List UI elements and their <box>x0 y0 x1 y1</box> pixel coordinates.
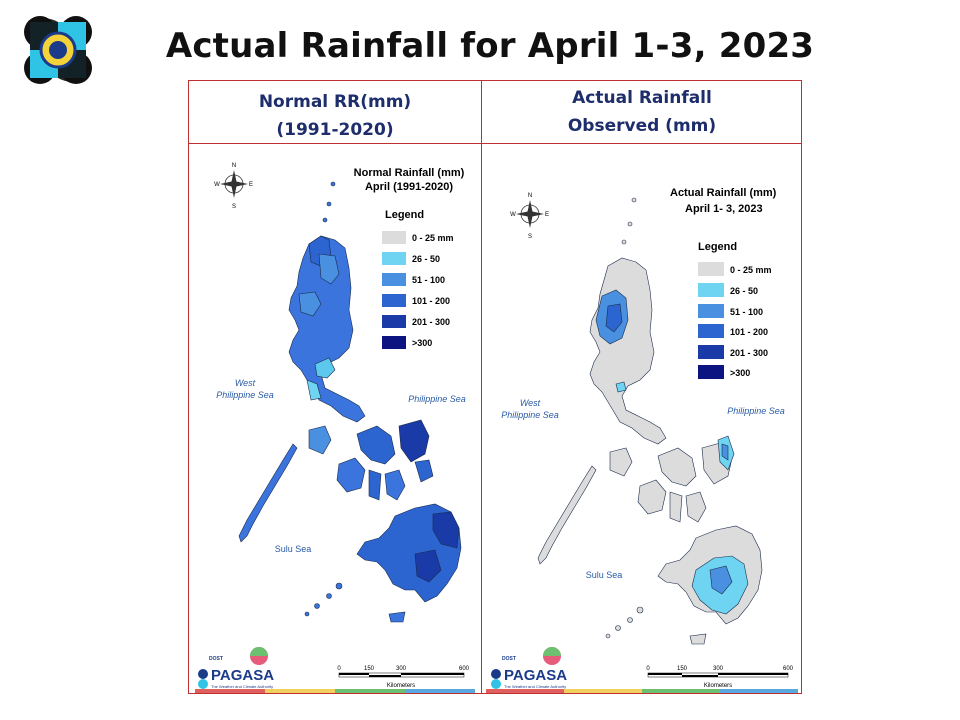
scale-tick: 600 <box>783 666 794 672</box>
west-sea-label-line1: West <box>520 398 541 408</box>
philippines-map-normal <box>238 181 462 623</box>
scale-tick: 150 <box>364 666 375 672</box>
right-header-line1: Actual Rainfall <box>572 88 712 108</box>
map-title-line2: April 1- 3, 2023 <box>685 203 763 215</box>
legend-label: 201 - 300 <box>730 348 768 358</box>
bottom-color-bar <box>195 689 475 693</box>
legend-label: >300 <box>730 368 750 378</box>
legend-label: 51 - 100 <box>412 275 445 285</box>
map-title-line2: April (1991-2020) <box>365 181 453 193</box>
map-title-line1: Normal Rainfall (mm) <box>354 167 465 179</box>
legend-label: 51 - 100 <box>730 307 763 317</box>
scale-tick: 300 <box>713 666 724 672</box>
brand-text: PAGASA <box>211 667 274 684</box>
legend-swatch <box>382 231 406 244</box>
legend-swatch <box>382 315 406 328</box>
right-header-line2: Observed (mm) <box>567 116 717 136</box>
legend-swatch <box>382 336 406 349</box>
compass-west-label: W <box>510 212 516 218</box>
scale-unit-label: Kilometers <box>704 683 732 689</box>
normal-rainfall-map: N S E W Normal Rainfall (mm) April (1991… <box>195 163 475 693</box>
scale-tick: 300 <box>396 666 407 672</box>
compass-north-label: N <box>232 163 236 169</box>
legend-swatch <box>382 273 406 286</box>
brand-small-text: DOST <box>209 656 223 662</box>
left-header-line2: (1991-2020) <box>276 120 394 140</box>
compass-north-label: N <box>528 193 532 199</box>
legend-title: Legend <box>698 241 737 253</box>
legend-label: >300 <box>412 338 432 348</box>
pagasa-seal-logo-icon <box>24 16 92 84</box>
legend-swatch <box>382 294 406 307</box>
bottom-color-bar <box>486 689 798 693</box>
west-sea-label-line1: West <box>235 378 256 388</box>
scale-unit-label: Kilometers <box>387 683 415 689</box>
frame-divider-vertical <box>481 80 482 694</box>
legend-label: 26 - 50 <box>412 254 440 264</box>
compass-rose-icon: N S E W <box>214 163 253 210</box>
philippines-map-actual <box>537 197 763 645</box>
scale-tick: 150 <box>677 666 688 672</box>
page-title: Actual Rainfall for April 1-3, 2023 <box>165 26 815 66</box>
compass-east-label: E <box>545 212 549 218</box>
brand-tagline: The Weather and Climate Authority <box>211 684 273 689</box>
pagasa-brand-logo-icon: DOST PAGASA The Weather and Climate Auth… <box>491 647 567 689</box>
legend-swatch <box>698 283 724 297</box>
east-sea-label: Philippine Sea <box>408 394 466 404</box>
scale-tick: 600 <box>459 666 470 672</box>
scale-bar: 0 150 300 600 Kilometers <box>646 666 793 689</box>
legend-swatch <box>698 324 724 338</box>
scale-bar: 0 150 300 600 Kilometers <box>337 666 469 689</box>
brand-tagline: The Weather and Climate Authority <box>504 684 566 689</box>
legend-swatch <box>698 304 724 318</box>
legend-title: Legend <box>385 209 424 221</box>
legend-label: 101 - 200 <box>730 327 768 337</box>
west-sea-label-line2: Philippine Sea <box>501 410 559 420</box>
brand-text: PAGASA <box>504 667 567 684</box>
legend-label: 201 - 300 <box>412 317 450 327</box>
compass-south-label: S <box>232 204 236 210</box>
legend-label: 101 - 200 <box>412 296 450 306</box>
left-header-line1: Normal RR(mm) <box>258 92 412 112</box>
brand-small-text: DOST <box>502 656 516 662</box>
legend-swatch <box>382 252 406 265</box>
right-panel-header: Actual Rainfall Observed (mm) <box>483 84 801 140</box>
east-sea-label: Philippine Sea <box>727 406 785 416</box>
legend-swatch <box>698 365 724 379</box>
legend-label: 26 - 50 <box>730 286 758 296</box>
compass-east-label: E <box>249 182 253 188</box>
legend-right: 0 - 25 mm 26 - 50 51 - 100 101 - 200 201… <box>698 262 772 379</box>
west-sea-label-line2: Philippine Sea <box>216 390 274 400</box>
sulu-sea-label: Sulu Sea <box>586 570 623 580</box>
frame-divider-horizontal <box>188 143 802 144</box>
legend-left: 0 - 25 mm 26 - 50 51 - 100 101 - 200 201… <box>382 231 454 349</box>
comparison-frame <box>188 80 802 694</box>
scale-tick: 0 <box>337 666 341 672</box>
sulu-sea-label: Sulu Sea <box>275 544 312 554</box>
legend-swatch <box>698 262 724 276</box>
compass-rose-icon: N S E W <box>510 193 549 240</box>
pagasa-brand-logo-icon: DOST PAGASA The Weather and Climate Auth… <box>198 647 274 689</box>
map-title-line1: Actual Rainfall (mm) <box>670 187 777 199</box>
legend-swatch <box>698 345 724 359</box>
actual-rainfall-map: N S E W Actual Rainfall (mm) April 1- 3,… <box>486 187 798 693</box>
compass-west-label: W <box>214 182 220 188</box>
legend-label: 0 - 25 mm <box>730 265 772 275</box>
scale-tick: 0 <box>646 666 650 672</box>
left-panel-header: Normal RR(mm) (1991-2020) <box>190 88 480 144</box>
legend-label: 0 - 25 mm <box>412 233 454 243</box>
compass-south-label: S <box>528 234 532 240</box>
